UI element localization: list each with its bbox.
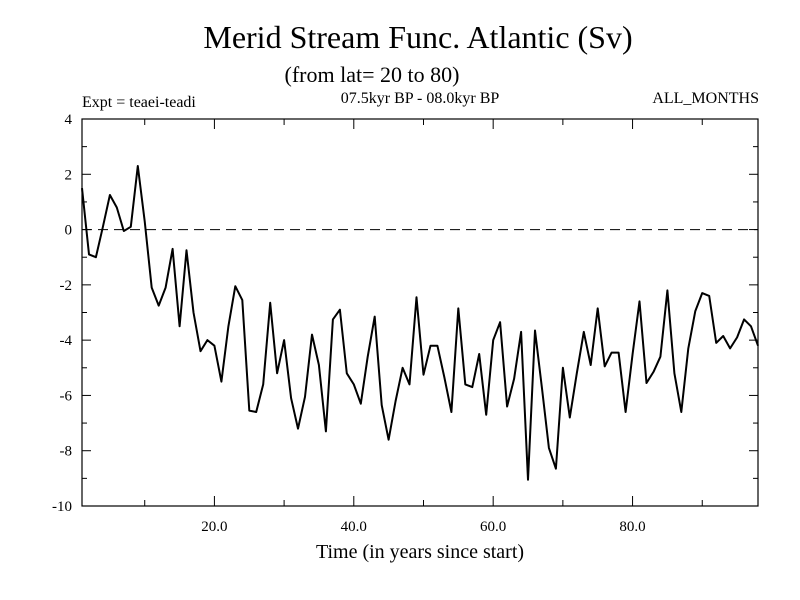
x-tick-label: 80.0 [619, 519, 645, 535]
y-tick-label: -6 [60, 388, 73, 404]
chart-title: Merid Stream Func. Atlantic (Sv) [203, 19, 632, 55]
chart-subtitle: (from lat= 20 to 80) [285, 62, 460, 87]
y-axis-ticks: -10 -8 -6 -4 -2 0 2 4 [52, 112, 758, 515]
x-tick-label: 40.0 [341, 519, 367, 535]
y-tick-label: -4 [60, 333, 73, 349]
y-tick-label: -8 [60, 444, 73, 460]
experiment-label: Expt = teaei-teadi [82, 94, 196, 111]
y-tick-label: -2 [60, 278, 73, 294]
x-axis-label: Time (in years since start) [316, 541, 524, 563]
y-tick-label: 2 [65, 167, 73, 183]
x-axis-ticks: 20.0 40.0 60.0 80.0 [144, 119, 703, 535]
y-tick-label: -10 [52, 499, 72, 515]
plot-frame [81, 118, 759, 507]
season-label: ALL_MONTHS [652, 90, 759, 107]
y-tick-label: 0 [65, 223, 73, 239]
x-tick-label: 60.0 [480, 519, 506, 535]
period-label: 07.5kyr BP - 08.0kyr BP [341, 90, 500, 107]
y-tick-label: 4 [65, 112, 73, 128]
x-tick-label: 20.0 [201, 519, 227, 535]
series-line [81, 165, 759, 481]
plot-area: -10 -8 -6 -4 -2 0 2 4 20.0 40.0 60.0 80.0 [52, 112, 759, 535]
